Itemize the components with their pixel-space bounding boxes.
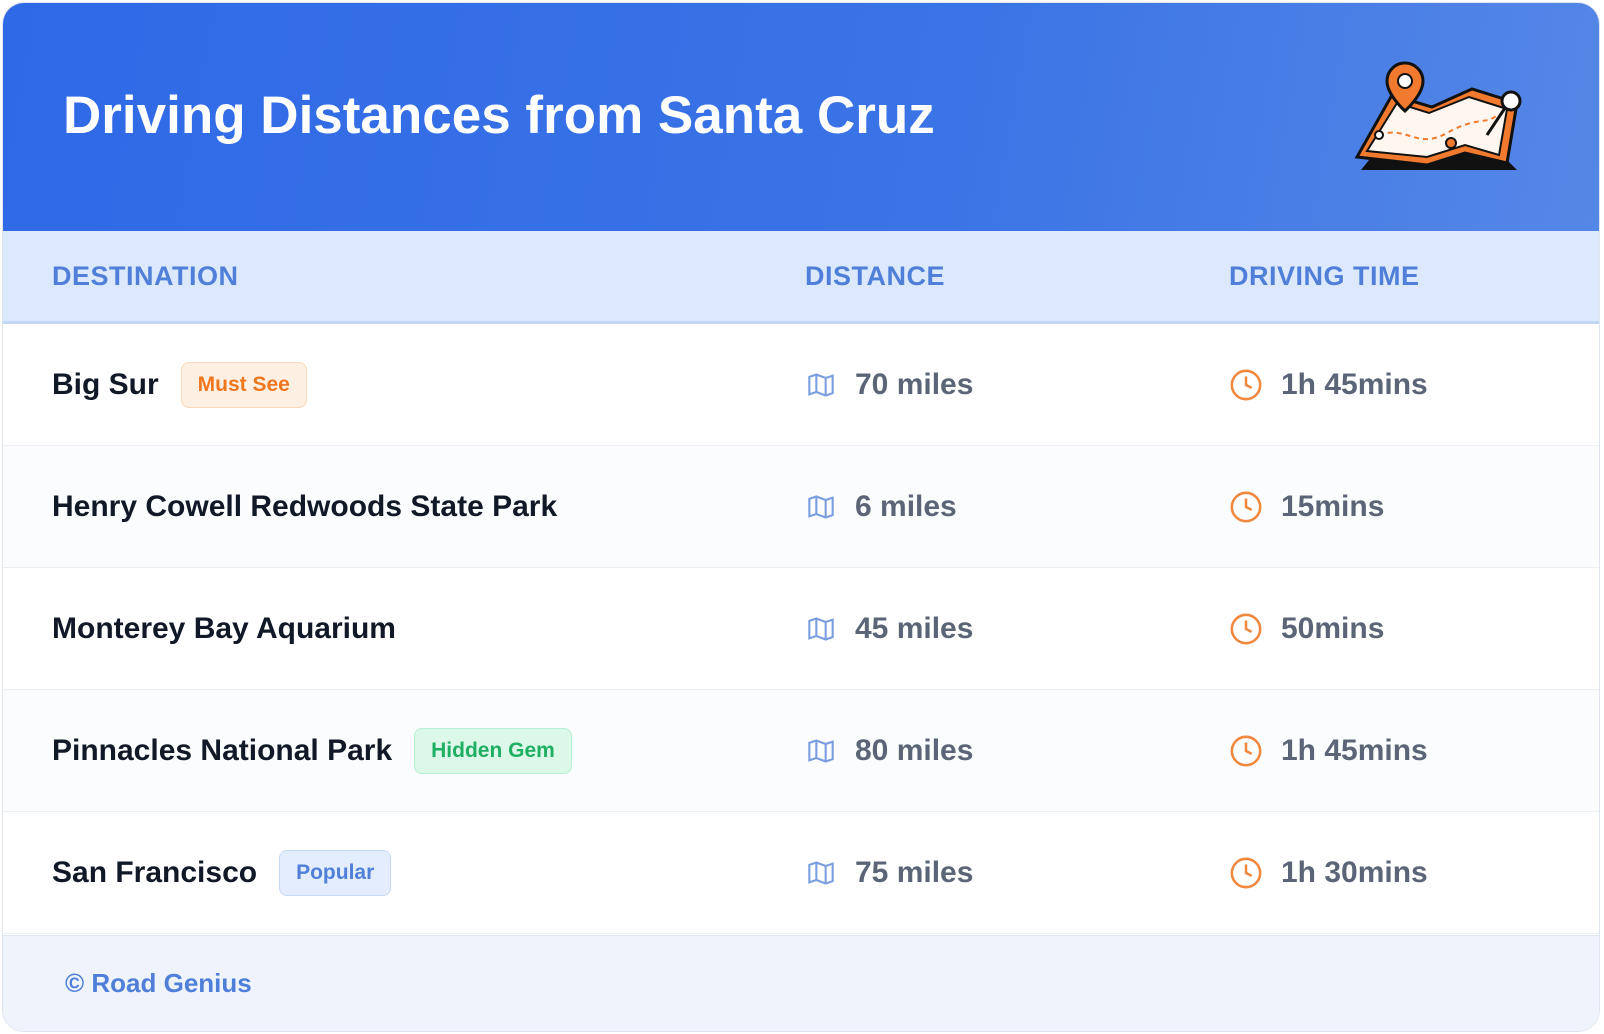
map-icon xyxy=(808,372,834,397)
header: Driving Distances from Santa Cruz xyxy=(3,3,1599,231)
badge: Must See xyxy=(180,361,307,408)
distance: 70 miles xyxy=(855,367,974,401)
map-icon xyxy=(808,738,834,763)
destination: Henry Cowell Redwoods State Park xyxy=(52,489,558,523)
driving-time: 15mins xyxy=(1281,489,1385,523)
distance: 45 miles xyxy=(855,611,974,645)
distance: 75 miles xyxy=(855,855,974,889)
badge: Hidden Gem xyxy=(414,727,572,774)
table-row: Monterey Bay Aquarium 45 miles 50mins xyxy=(3,568,1599,690)
column-header: DESTINATION DISTANCE DRIVING TIME xyxy=(3,231,1599,324)
clock-icon xyxy=(1230,613,1262,644)
column-label: DRIVING TIME xyxy=(1229,261,1420,291)
driving-time: 1h 30mins xyxy=(1281,855,1428,889)
table-row: Pinnacles National Park Hidden Gem 80 mil… xyxy=(3,690,1599,812)
table-row: San Francisco Popular 75 miles 1h 30mins xyxy=(3,812,1599,934)
clock-icon xyxy=(1230,857,1262,888)
map-icon xyxy=(808,494,834,519)
table-row: Henry Cowell Redwoods State Park 6 miles… xyxy=(3,446,1599,568)
map-illustration xyxy=(1354,61,1522,170)
driving-time: 50mins xyxy=(1281,611,1385,645)
distance: 80 miles xyxy=(855,733,974,767)
clock-icon xyxy=(1230,369,1262,400)
table-body: Big Sur Must See 70 miles 1h 45mins Henry… xyxy=(3,324,1599,934)
destination: Monterey Bay Aquarium xyxy=(52,611,396,645)
destination: Big Sur xyxy=(52,367,159,401)
credit: © Road Genius xyxy=(65,968,252,998)
column-label: DESTINATION xyxy=(52,261,239,291)
driving-time: 1h 45mins xyxy=(1281,367,1428,401)
table-row: Big Sur Must See 70 miles 1h 45mins xyxy=(3,324,1599,446)
footer: © Road Genius xyxy=(3,935,1599,1031)
map-icon xyxy=(808,616,834,641)
destination: San Francisco xyxy=(52,855,258,889)
badge: Popular xyxy=(279,849,392,896)
column-label: DISTANCE xyxy=(805,261,946,291)
destination: Pinnacles National Park xyxy=(52,733,393,767)
driving-time: 1h 45mins xyxy=(1281,733,1428,767)
map-icon xyxy=(808,860,834,885)
distance: 6 miles xyxy=(855,489,957,523)
clock-icon xyxy=(1230,735,1262,766)
clock-icon xyxy=(1230,491,1262,522)
title: Driving Distances from Santa Cruz xyxy=(63,86,935,145)
